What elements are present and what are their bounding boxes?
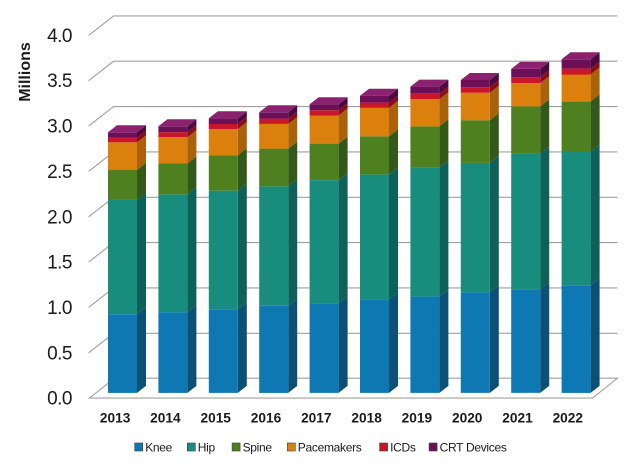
svg-text:Hip: Hip <box>198 440 216 454</box>
svg-text:Knee: Knee <box>145 440 172 454</box>
svg-text:2022: 2022 <box>553 410 584 425</box>
svg-text:ICDs: ICDs <box>390 440 416 454</box>
svg-text:CRT Devices: CRT Devices <box>440 440 507 454</box>
svg-text:2018: 2018 <box>351 410 382 425</box>
svg-text:0.5: 0.5 <box>47 343 72 364</box>
svg-text:2016: 2016 <box>251 410 282 425</box>
svg-text:3.0: 3.0 <box>47 117 72 138</box>
svg-text:Millions: Millions <box>17 42 34 102</box>
svg-text:3.5: 3.5 <box>47 71 72 92</box>
svg-text:2.5: 2.5 <box>47 162 72 183</box>
svg-text:1.0: 1.0 <box>47 298 72 319</box>
svg-text:2021: 2021 <box>502 410 533 425</box>
svg-text:0.0: 0.0 <box>47 389 72 410</box>
svg-text:2014: 2014 <box>150 410 181 425</box>
svg-text:2013: 2013 <box>100 410 131 425</box>
svg-text:2015: 2015 <box>200 410 231 425</box>
svg-text:Pacemakers: Pacemakers <box>298 440 362 454</box>
svg-text:2.0: 2.0 <box>47 207 72 228</box>
svg-text:2019: 2019 <box>402 410 433 425</box>
svg-text:2017: 2017 <box>301 410 332 425</box>
svg-text:4.0: 4.0 <box>47 26 72 47</box>
svg-text:Spine: Spine <box>243 440 273 454</box>
svg-text:1.5: 1.5 <box>47 253 72 274</box>
svg-text:2020: 2020 <box>452 410 483 425</box>
